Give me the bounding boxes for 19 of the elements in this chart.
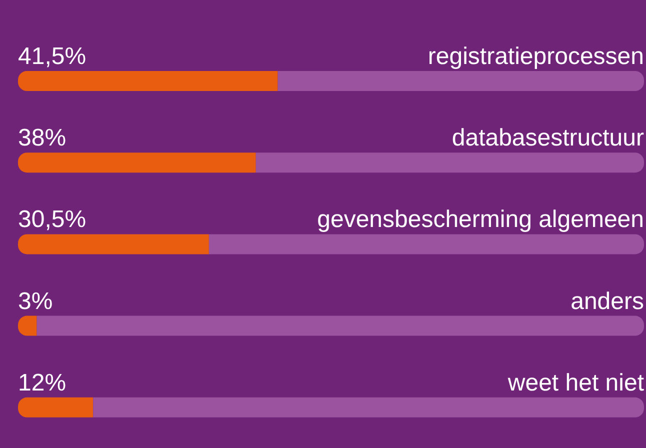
bar [18, 152, 256, 173]
bar [278, 71, 644, 91]
bar [18, 234, 209, 254]
y-tick-label: registratieprocessen [428, 43, 644, 70]
y-tick-label: anders [570, 288, 644, 315]
data-label: 38% [18, 124, 66, 152]
data-label: 12% [18, 369, 66, 396]
data-label: 41,5% [18, 43, 86, 70]
bar [18, 71, 278, 91]
bar [18, 397, 94, 418]
data-label: 3% [18, 288, 53, 315]
y-tick-label: weet het niet [506, 369, 644, 396]
bar [93, 397, 644, 418]
data-label: 30,5% [18, 206, 86, 234]
y-tick-label: gevensbescherming algemeen [317, 206, 644, 234]
bar [208, 234, 644, 254]
bar [36, 316, 644, 336]
bar [256, 152, 644, 173]
y-tick-label: databasestructuur [452, 124, 644, 152]
